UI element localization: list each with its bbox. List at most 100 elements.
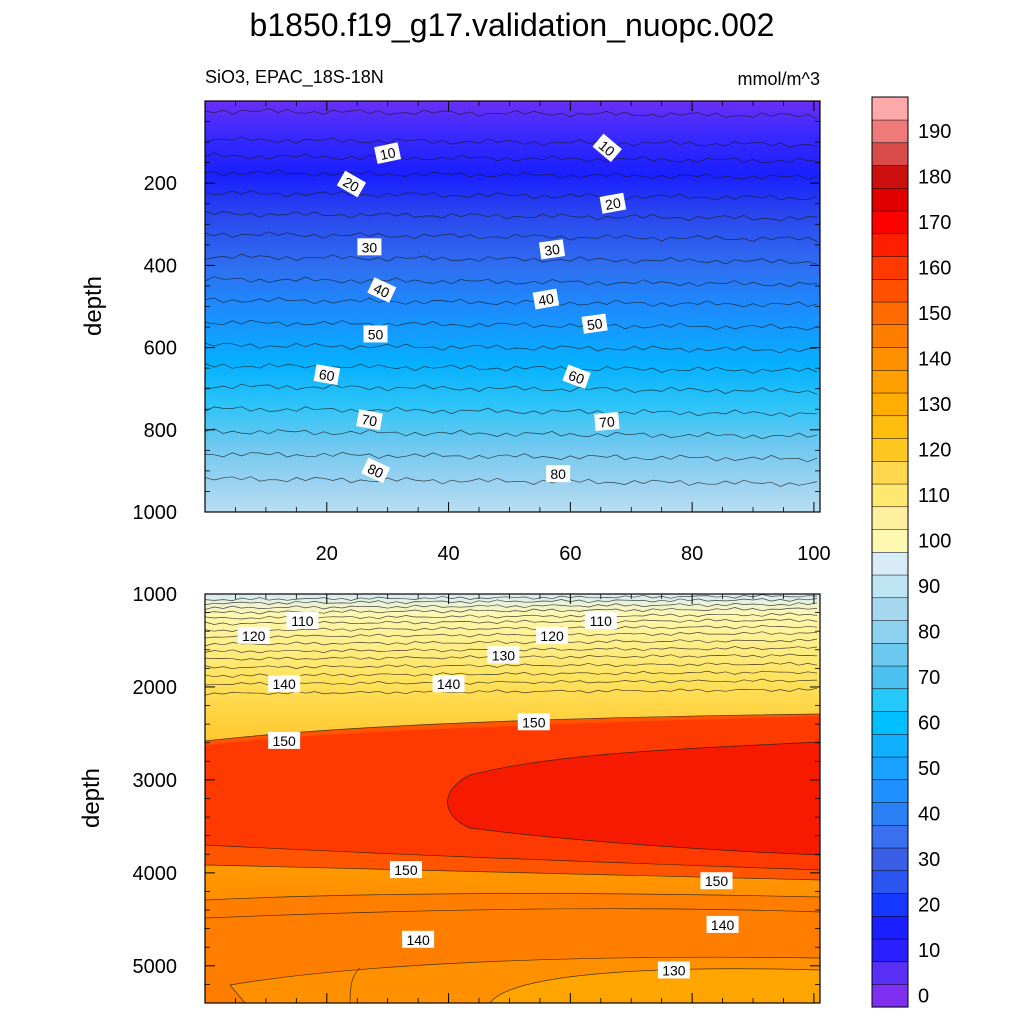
upper-contour-35: [204, 253, 818, 265]
colorbar-tick-label: 100: [918, 531, 951, 553]
lower-contour-label: 120: [237, 626, 270, 644]
lower-contour-label-text: 140: [437, 676, 461, 692]
upper-contour-20: [204, 190, 818, 201]
lower-contour-label-bg: [237, 626, 270, 644]
colorbar-swatch-165: [871, 233, 909, 257]
colorbar-swatch-10: [871, 938, 909, 963]
upper-contour-label: 80: [546, 465, 571, 483]
lower-contour-label: 130: [487, 646, 520, 664]
colorbar-swatch-110: [871, 483, 909, 508]
colorbar-tick-label: 70: [918, 667, 940, 689]
upper-x-tick-label: 20: [316, 543, 338, 565]
upper-contour-labels: 10 10 20 20 30 30 40 40 50 50 60 60 70 70 80 80: [313, 133, 627, 484]
lower-contour-shallow: [204, 687, 818, 696]
upper-contour-30: [204, 231, 818, 242]
upper-contour-label-bg: [581, 313, 608, 334]
lower-y-axis-label: depth: [78, 768, 105, 828]
upper-contour-45: [204, 297, 818, 308]
lower-contour-label-text: 150: [394, 862, 418, 878]
lower-axis-ticks: 1000 2000 3000 4000 5000: [133, 584, 820, 1003]
upper-contour-label-bg: [538, 239, 566, 260]
upper-contour-label: 40: [367, 277, 397, 303]
upper-contour-50: [204, 319, 818, 331]
upper-contour-label-bg: [357, 238, 382, 256]
colorbar-tick-label: 140: [918, 349, 951, 371]
upper-contour-label-bg: [532, 288, 560, 310]
lower-y-tick-label: 5000: [133, 956, 178, 978]
chart-title: b1850.f19_g17.validation_nuopc.002: [250, 7, 775, 43]
colorbar-swatch-185: [871, 142, 909, 166]
lower-contour-label-bg: [706, 915, 739, 933]
lower-contour-label-text: 150: [272, 733, 296, 749]
lower-contour-label-bg: [517, 713, 550, 731]
lower-contour-label: 150: [517, 713, 550, 731]
upper-contour-label-text: 70: [360, 411, 378, 429]
upper-contour-label: 60: [562, 364, 591, 389]
colorbar-swatch-0: [871, 984, 909, 1008]
upper-x-tick-label: 60: [559, 543, 581, 565]
lower-contour-deep: [489, 968, 821, 1004]
lower-y-tick-label: 4000: [133, 863, 178, 885]
colorbar-swatch-170: [871, 210, 909, 235]
colorbar-tick-label: 60: [918, 713, 940, 735]
lower-contour-label-bg: [584, 611, 617, 629]
colorbar-tick-label: 150: [918, 303, 951, 325]
lower-contour-deep: [229, 984, 246, 1004]
upper-contour-label-bg: [594, 411, 620, 432]
upper-y-tick-label: 600: [144, 338, 177, 360]
upper-contour-label: 70: [594, 411, 620, 432]
colorbar-tick-label: 30: [918, 849, 940, 871]
upper-contour-60: [204, 363, 818, 374]
colorbar-swatch-60: [871, 711, 909, 735]
colorbar-swatch-105: [871, 506, 909, 530]
lower-contour-label-text: 110: [590, 613, 613, 629]
lower-contour-label-text: 140: [272, 676, 296, 692]
lower-contour-shallow: [204, 602, 818, 610]
colorbar-swatch-190: [871, 119, 909, 144]
colorbar-swatch-5: [871, 961, 909, 985]
upper-contour-label: 30: [538, 239, 566, 260]
lower-contour-deep: [204, 893, 821, 901]
upper-contour-label-text: 40: [371, 280, 392, 301]
lower-contour-shallow: [204, 625, 818, 632]
upper-contour-label-text: 30: [543, 241, 561, 259]
lower-contour-label-bg: [268, 675, 301, 693]
lower-contour-label-text: 140: [711, 917, 735, 933]
upper-contour-label-text: 60: [318, 366, 336, 384]
upper-contour-55: [204, 342, 818, 354]
upper-contour-label-bg: [599, 192, 627, 214]
upper-contour-label-text: 10: [378, 144, 397, 163]
lower-contour-shallow: [204, 670, 818, 678]
colorbar-swatch-70: [871, 665, 909, 690]
lower-contour-label-text: 150: [522, 714, 546, 730]
upper-contour-label-text: 80: [365, 460, 386, 481]
lower-contour-shallow: [204, 662, 818, 670]
upper-contour-label-bg: [336, 170, 367, 198]
upper-y-tick-label: 400: [144, 255, 177, 277]
upper-x-tick-label: 100: [797, 543, 830, 565]
colorbar-swatch-175: [871, 187, 909, 212]
upper-contour-label-text: 20: [340, 174, 362, 196]
colorbar-swatch-150: [871, 301, 909, 326]
upper-contour-label-text: 50: [586, 315, 604, 333]
upper-contour-label-text: 60: [566, 367, 586, 387]
upper-contour-label-bg: [546, 465, 571, 483]
upper-contour-5: [204, 136, 818, 148]
lower-region-130-bottom: [490, 968, 820, 1003]
upper-contour-label-bg: [356, 409, 383, 431]
colorbar-swatch-65: [871, 688, 909, 712]
lower-contour-label-text: 140: [406, 932, 430, 948]
lower-y-tick-label: 3000: [133, 770, 178, 792]
colorbar-tick-label: 130: [918, 394, 951, 416]
upper-contour-label-text: 30: [362, 239, 378, 255]
upper-contour-65: [204, 383, 818, 395]
colorbar-tick-label: 120: [918, 440, 951, 462]
upper-y-tick-label: 800: [144, 420, 177, 442]
colorbar-swatch-35: [871, 824, 909, 849]
colorbar-swatch-80: [871, 620, 909, 644]
upper-contour-label: 50: [581, 313, 608, 334]
lower-contour-label-bg: [536, 626, 569, 644]
colorbar-swatch-140: [871, 347, 909, 371]
upper-contour-15: [204, 169, 818, 181]
